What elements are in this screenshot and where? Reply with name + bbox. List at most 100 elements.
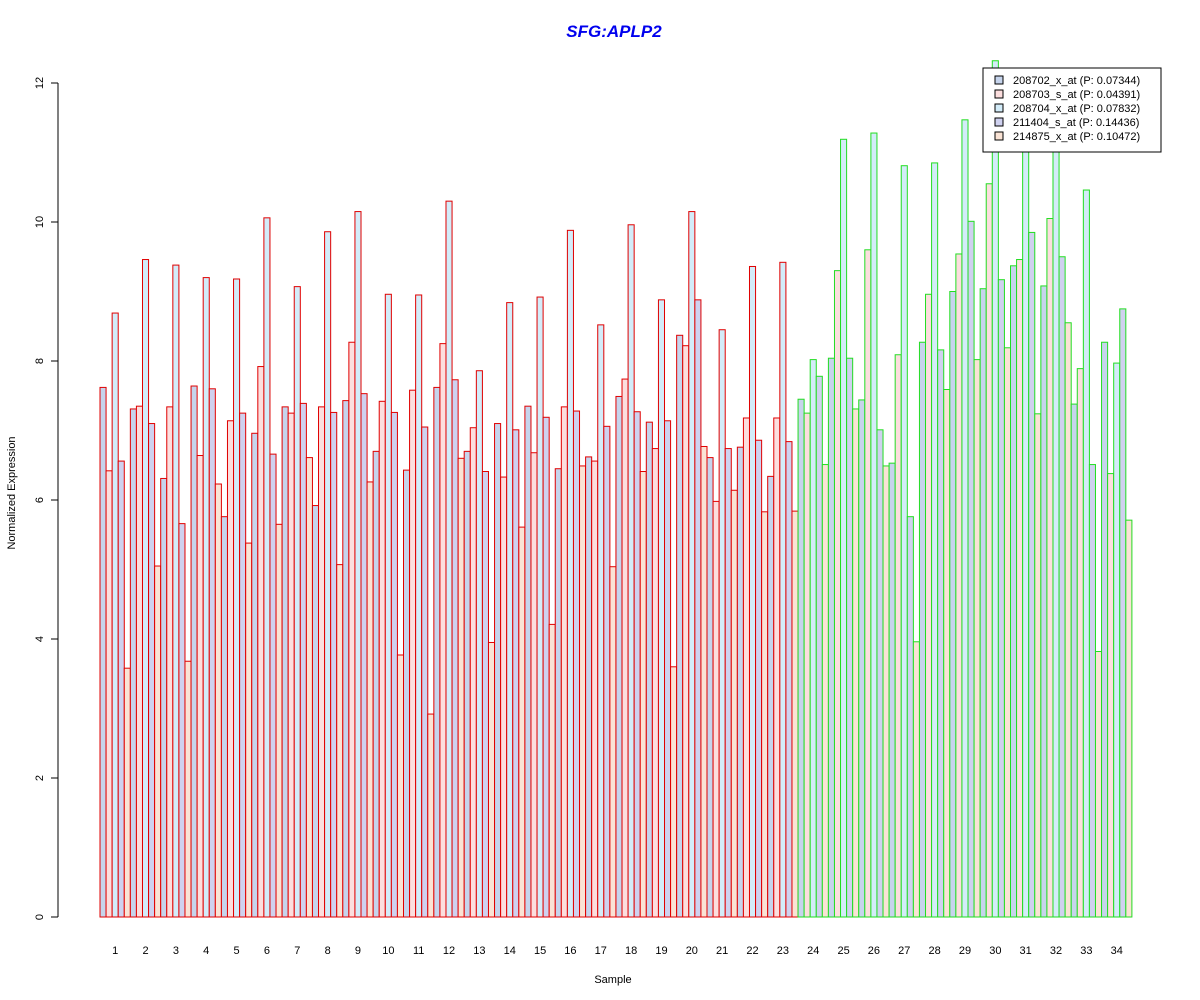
x-tick-label: 14 <box>504 945 516 957</box>
bar-sample-15-series-3 <box>536 296 544 918</box>
bar-sample-32-series-5 <box>1064 322 1072 918</box>
bar-sample-6-series-3 <box>263 217 271 918</box>
x-tick-label: 10 <box>382 945 394 957</box>
x-tick-label: 34 <box>1111 945 1123 957</box>
bar-sample-15-series-2 <box>530 452 538 918</box>
bar-sample-13-series-4 <box>481 471 489 918</box>
bar-sample-17-series-5 <box>609 566 617 918</box>
x-tick-label: 5 <box>234 945 240 957</box>
bar-sample-24-series-3 <box>809 359 817 918</box>
bar-sample-31-series-4 <box>1028 231 1036 918</box>
legend-swatch <box>994 89 1004 99</box>
bar-sample-27-series-3 <box>900 165 908 918</box>
bar-sample-20-series-2 <box>682 345 690 918</box>
bar-sample-28-series-2 <box>925 293 933 918</box>
x-tick-label: 13 <box>473 945 485 957</box>
bar-sample-29-series-3 <box>961 119 969 918</box>
bar-sample-3-series-4 <box>178 523 186 918</box>
legend: 208702_x_at (P: 0.07344) 208703_s_at (P: … <box>982 67 1162 153</box>
x-tick-label: 31 <box>1020 945 1032 957</box>
x-tick-label: 20 <box>686 945 698 957</box>
x-tick-label: 7 <box>294 945 300 957</box>
x-tick-label: 32 <box>1050 945 1062 957</box>
bar-sample-34-series-3 <box>1113 362 1121 918</box>
x-tick-label: 16 <box>564 945 576 957</box>
bar-sample-33-series-1 <box>1070 403 1078 918</box>
x-tick-label: 2 <box>142 945 148 957</box>
bar-sample-23-series-4 <box>785 441 793 918</box>
bar-sample-25-series-2 <box>833 270 842 918</box>
bar-sample-28-series-5 <box>943 389 951 918</box>
bar-sample-15-series-1 <box>524 405 532 918</box>
x-tick-label: 30 <box>989 945 1001 957</box>
bar-sample-7-series-3 <box>293 286 301 918</box>
bar-sample-14-series-5 <box>518 526 526 918</box>
bar-sample-13-series-3 <box>475 370 483 918</box>
x-tick-label: 29 <box>959 945 971 957</box>
bar-sample-29-series-5 <box>973 359 981 918</box>
bar-sample-30-series-1 <box>979 288 987 918</box>
bar-sample-3-series-3 <box>172 264 180 918</box>
bar-sample-34-series-2 <box>1107 473 1115 918</box>
bar-sample-32-series-4 <box>1058 256 1066 918</box>
bar-sample-2-series-4 <box>148 423 156 918</box>
bar-sample-12-series-2 <box>439 343 447 918</box>
x-tick-label: 21 <box>716 945 728 957</box>
x-tick-label: 18 <box>625 945 637 957</box>
bar-sample-34-series-5 <box>1125 519 1133 918</box>
bar-sample-9-series-3 <box>354 211 362 918</box>
legend-entry: 208703_s_at (P: 0.04391) <box>1013 89 1140 101</box>
x-tick-label: 12 <box>443 945 455 957</box>
bar-sample-11-series-2 <box>409 389 417 918</box>
bar-sample-3-series-2 <box>166 406 174 918</box>
bar-sample-18-series-5 <box>639 471 647 918</box>
bar-sample-5-series-3 <box>233 278 241 918</box>
bar-sample-3-series-5 <box>184 660 192 918</box>
legend-box <box>982 67 1162 153</box>
x-tick-label: 25 <box>837 945 849 957</box>
x-tick-label: 27 <box>898 945 910 957</box>
bar-sample-6-series-2 <box>257 366 265 918</box>
bar-sample-16-series-4 <box>572 410 581 918</box>
x-tick-label: 17 <box>595 945 607 957</box>
bar-sample-28-series-4 <box>937 349 945 918</box>
bar-sample-21-series-4 <box>724 448 732 918</box>
y-tick-label: 6 <box>34 497 46 503</box>
bar-sample-16-series-5 <box>579 465 587 918</box>
bar-sample-22-series-1 <box>736 446 744 918</box>
bar-sample-5-series-2 <box>226 420 235 918</box>
bar-sample-6-series-1 <box>251 432 259 918</box>
bar-sample-33-series-5 <box>1094 651 1103 918</box>
x-tick-label: 1 <box>112 945 118 957</box>
bar-sample-18-series-2 <box>621 378 629 918</box>
bar-sample-8-series-1 <box>311 505 320 918</box>
bar-sample-10-series-3 <box>384 293 392 918</box>
bar-sample-2-series-5 <box>154 565 162 918</box>
bar-sample-4-series-3 <box>202 277 210 918</box>
bar-sample-3-series-1 <box>160 477 168 918</box>
bar-sample-22-series-3 <box>748 265 757 918</box>
bar-sample-2-series-1 <box>129 408 137 918</box>
bar-sample-23-series-2 <box>773 417 781 918</box>
bar-sample-19-series-3 <box>657 299 666 918</box>
bar-sample-31-series-1 <box>1010 265 1018 918</box>
bar-sample-16-series-2 <box>560 406 568 918</box>
bar-sample-9-series-5 <box>366 481 374 918</box>
bar-sample-11-series-4 <box>421 426 429 918</box>
x-tick-label: 23 <box>777 945 789 957</box>
bar-sample-26-series-2 <box>864 249 872 918</box>
bar-sample-8-series-2 <box>318 406 326 918</box>
y-tick-label: 10 <box>34 216 46 228</box>
bar-sample-25-series-4 <box>846 357 854 918</box>
bar-sample-9-series-2 <box>348 341 356 918</box>
bars-layer <box>99 60 1133 918</box>
bar-sample-24-series-1 <box>797 398 805 918</box>
bar-sample-14-series-1 <box>494 423 502 918</box>
bar-sample-1-series-1 <box>99 386 107 918</box>
bar-sample-10-series-2 <box>378 400 386 918</box>
legend-swatch <box>994 131 1004 141</box>
y-tick-label: 0 <box>34 914 46 920</box>
bar-sample-18-series-1 <box>615 395 623 918</box>
x-tick-label: 33 <box>1080 945 1092 957</box>
bar-sample-25-series-3 <box>840 138 848 918</box>
